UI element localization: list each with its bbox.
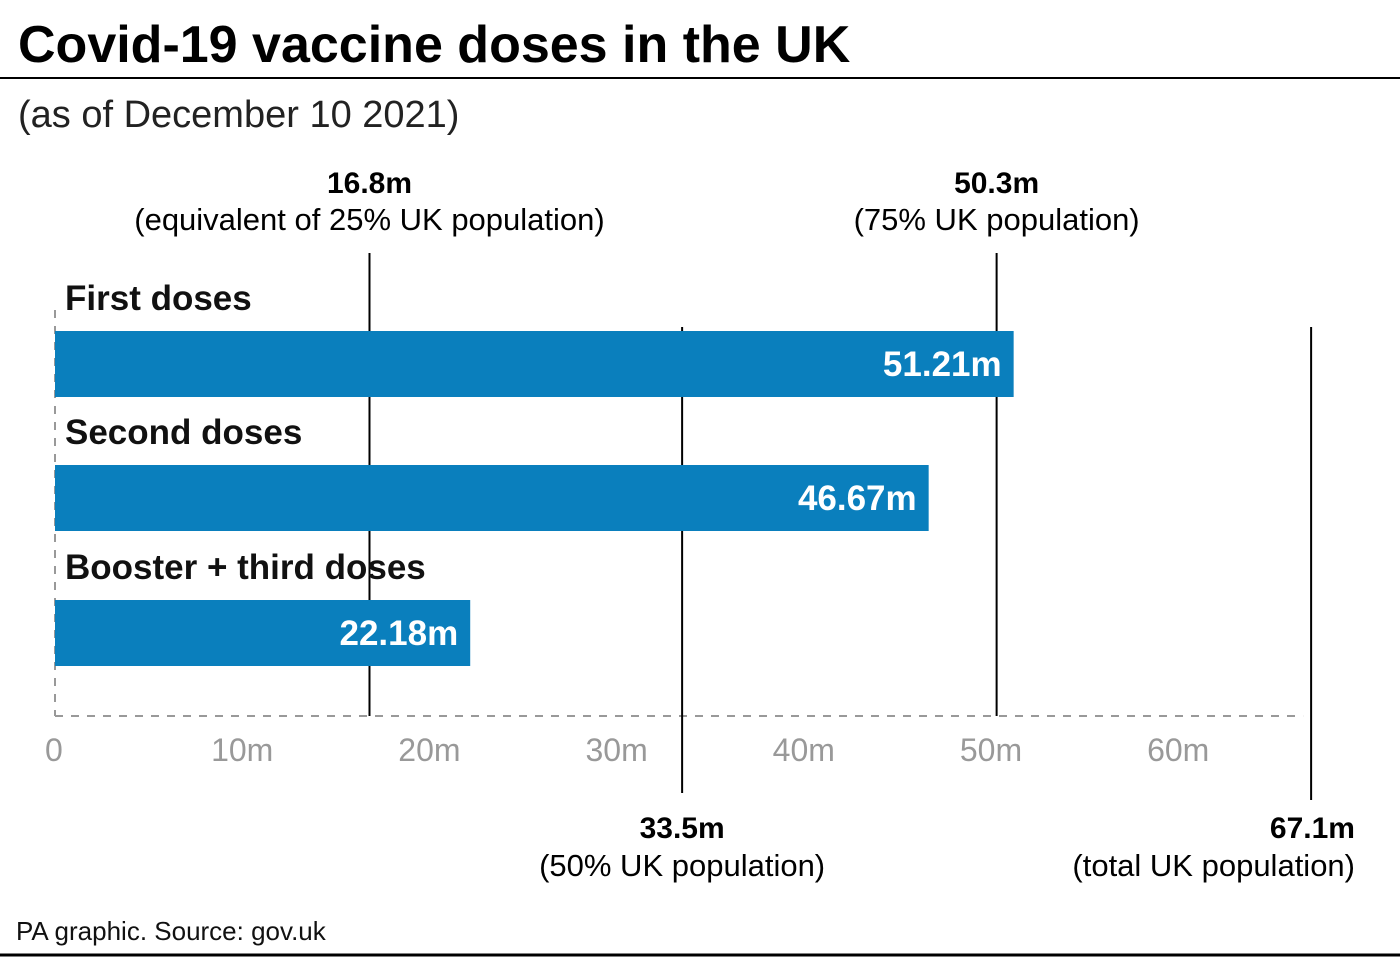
- bar-value-label: 22.18m: [339, 614, 458, 653]
- category-label: First doses: [65, 279, 252, 318]
- reference-note: (75% UK population): [854, 202, 1140, 237]
- reference-note: (equivalent of 25% UK population): [134, 202, 604, 237]
- reference-note: (50% UK population): [539, 848, 825, 883]
- bar-value-label: 51.21m: [883, 345, 1002, 384]
- x-tick-label: 40m: [773, 732, 835, 768]
- x-tick-label: 30m: [585, 732, 647, 768]
- bar: [55, 465, 929, 531]
- bar: [55, 331, 1014, 397]
- x-tick-label: 60m: [1147, 732, 1209, 768]
- bar: [55, 600, 471, 666]
- x-tick-label: 0: [45, 732, 63, 768]
- category-label: Second doses: [65, 413, 302, 452]
- chart-title: Covid-19 vaccine doses in the UK: [18, 16, 851, 74]
- bar-value-label: 46.67m: [798, 479, 917, 518]
- reference-note: (total UK population): [1072, 848, 1355, 883]
- reference-value: 33.5m: [640, 812, 725, 845]
- x-tick-label: 50m: [960, 732, 1022, 768]
- reference-value: 67.1m: [1270, 812, 1355, 845]
- footer-source: PA graphic. Source: gov.uk: [16, 916, 327, 946]
- chart-subtitle: (as of December 10 2021): [18, 94, 459, 136]
- reference-value: 50.3m: [954, 167, 1039, 200]
- reference-value: 16.8m: [327, 167, 412, 200]
- x-tick-label: 10m: [211, 732, 273, 768]
- x-tick-label: 20m: [398, 732, 460, 768]
- category-label: Booster + third doses: [65, 548, 426, 587]
